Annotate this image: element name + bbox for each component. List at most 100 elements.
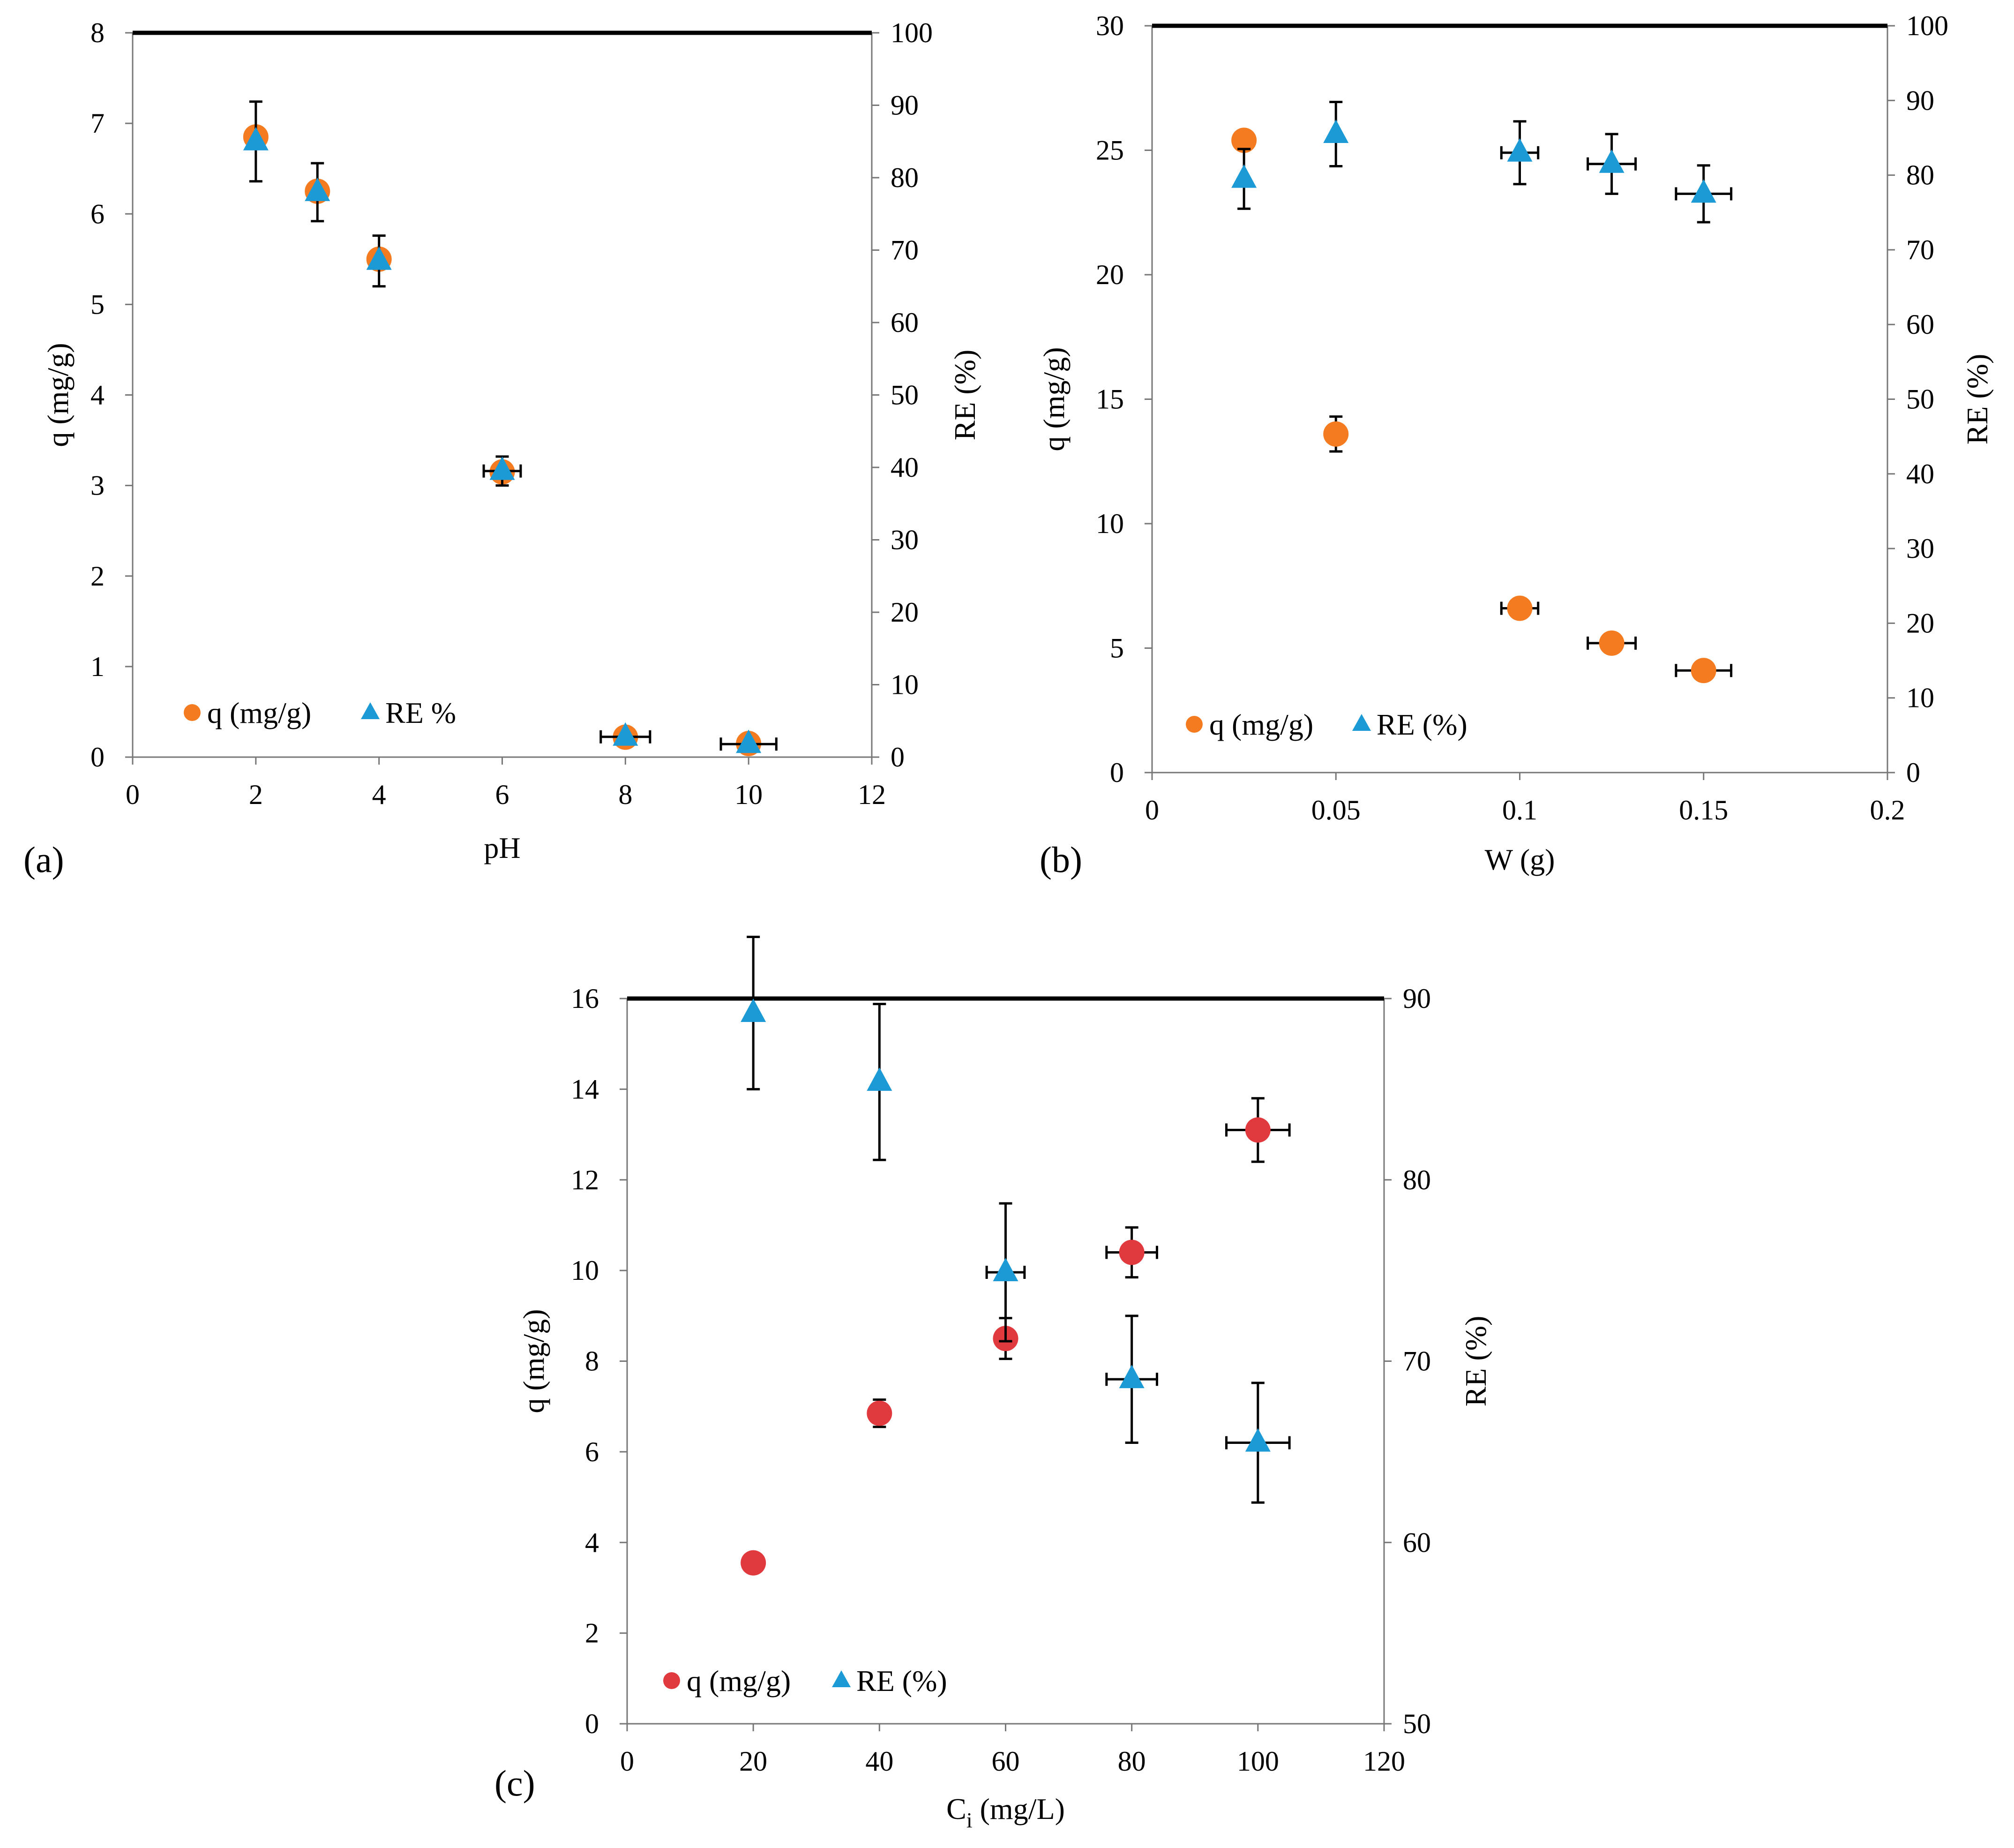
legend-marker-circle <box>184 704 201 721</box>
legend-label: q (mg/g) <box>207 696 311 729</box>
y-tick-label: 8 <box>90 17 105 48</box>
x-tick-label: 40 <box>865 1746 893 1777</box>
x-tick-label: 0.15 <box>1679 795 1728 826</box>
x-tick-label: 8 <box>618 779 632 810</box>
x-axis-title-unit: (mg/L) <box>973 1792 1065 1825</box>
y-tick-label: 20 <box>1096 259 1124 290</box>
data-point-triangle <box>1231 164 1257 188</box>
y2-tick-label: 10 <box>891 669 919 700</box>
y2-tick-label: 20 <box>891 597 919 628</box>
x-axis-title-base: C <box>946 1792 966 1825</box>
y-tick-label: 4 <box>90 380 105 411</box>
y2-tick-label: 80 <box>1403 1164 1431 1195</box>
y-tick-label: 5 <box>90 289 105 320</box>
x-axis-title-subscript: i <box>966 1808 973 1832</box>
chart-panel-3: 0 20 40 60 80 100 120 0 2 4 6 8 10 12 14 16 50 60 70 80 90 Ci… <box>494 936 1492 1832</box>
x-tick-label: 80 <box>1118 1746 1146 1777</box>
y2-tick-label: 50 <box>1403 1708 1431 1739</box>
data-point-circle <box>1119 1240 1145 1265</box>
legend-marker-circle <box>663 1672 680 1689</box>
series-re <box>741 936 1291 1504</box>
y-tick-label: 3 <box>90 470 105 501</box>
panel-label: (b) <box>1040 839 1082 880</box>
y-tick-label: 16 <box>571 983 599 1014</box>
y-tick-label: 12 <box>571 1164 599 1195</box>
y2-tick-label: 50 <box>1906 384 1934 415</box>
y2-tick-label: 100 <box>891 17 933 48</box>
y2-tick-label: 70 <box>891 235 919 266</box>
data-point-circle <box>867 1400 892 1426</box>
x-tick-label: 0 <box>126 779 140 810</box>
y2-tick-label: 40 <box>891 452 919 483</box>
x-tick-label: 10 <box>734 779 763 810</box>
data-point-triangle <box>736 729 762 753</box>
y2-tick-label: 80 <box>891 162 919 193</box>
x-axis-title: pH <box>484 831 520 864</box>
x-tick-label: 0.1 <box>1502 795 1537 826</box>
x-axis-title: W (g) <box>1485 843 1555 876</box>
y2-tick-label: 60 <box>1906 309 1934 340</box>
y-tick-label: 0 <box>90 742 105 773</box>
y-tick-label: 7 <box>90 108 105 139</box>
data-point-circle <box>741 1550 766 1576</box>
series-q <box>741 1097 1291 1576</box>
data-point-circle <box>1323 421 1349 447</box>
legend-marker-circle <box>1186 716 1203 733</box>
y2-tick-label: 30 <box>1906 533 1934 564</box>
y2-tick-label: 100 <box>1906 10 1948 41</box>
y-tick-label: 5 <box>1110 633 1124 664</box>
y-tick-label: 2 <box>585 1618 599 1649</box>
x-tick-label: 60 <box>992 1746 1020 1777</box>
y2-tick-label: 40 <box>1906 458 1934 489</box>
chart-panel-1: 0 2 4 6 8 10 120123456780102030405060708090100… <box>23 17 981 880</box>
y2-tick-label: 90 <box>1403 983 1431 1014</box>
legend-marker-triangle <box>361 702 380 719</box>
panel-label: (a) <box>23 839 64 880</box>
y2-tick-label: 10 <box>1906 683 1934 714</box>
series-re <box>243 100 778 753</box>
y-tick-label: 14 <box>571 1074 599 1104</box>
y2-tick-label: 70 <box>1403 1346 1431 1377</box>
y-axis-title: q (mg/g) <box>41 343 75 447</box>
y-tick-label: 8 <box>585 1346 599 1377</box>
x-tick-label: 120 <box>1363 1746 1405 1777</box>
y2-tick-label: 70 <box>1906 234 1934 265</box>
data-point-triangle <box>867 1067 892 1091</box>
x-tick-label: 0 <box>1145 795 1159 826</box>
data-point-triangle <box>366 246 392 270</box>
data-point-triangle <box>1119 1365 1145 1389</box>
y-tick-label: 0 <box>585 1708 599 1739</box>
data-point-triangle <box>243 127 269 150</box>
y-tick-label: 4 <box>585 1527 599 1558</box>
panel-label: (c) <box>494 1763 535 1803</box>
data-point-circle <box>1245 1117 1271 1143</box>
y2-axis-title: RE (%) <box>948 350 981 441</box>
x-tick-label: 2 <box>249 779 263 810</box>
y-tick-label: 25 <box>1096 135 1124 166</box>
y-tick-label: 6 <box>90 198 105 229</box>
y-tick-label: 0 <box>1110 757 1124 788</box>
y-tick-label: 15 <box>1096 384 1124 415</box>
y2-axis-title: RE (%) <box>1459 1316 1492 1407</box>
data-point-triangle <box>741 998 766 1022</box>
y2-tick-label: 30 <box>891 525 919 556</box>
y2-tick-label: 90 <box>891 90 919 121</box>
y2-tick-label: 80 <box>1906 160 1934 191</box>
y-axis-title: q (mg/g) <box>517 1309 550 1413</box>
data-point-circle <box>1599 630 1625 656</box>
y-tick-label: 6 <box>585 1436 599 1467</box>
x-tick-label: 6 <box>495 779 509 810</box>
y2-tick-label: 60 <box>891 307 919 338</box>
data-point-triangle <box>305 177 330 201</box>
y-tick-label: 10 <box>1096 508 1124 539</box>
data-point-circle <box>1507 595 1533 621</box>
data-point-triangle <box>489 456 515 480</box>
y2-tick-label: 90 <box>1906 85 1934 116</box>
x-axis-title: Ci (mg/L) <box>946 1792 1065 1832</box>
legend-marker-triangle <box>832 1670 851 1687</box>
data-point-triangle <box>1245 1428 1271 1452</box>
series-q <box>243 124 762 757</box>
x-tick-label: 20 <box>739 1746 767 1777</box>
series-re <box>1231 100 1733 224</box>
x-tick-label: 12 <box>858 779 886 810</box>
